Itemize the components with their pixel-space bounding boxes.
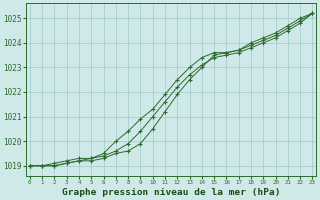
X-axis label: Graphe pression niveau de la mer (hPa): Graphe pression niveau de la mer (hPa) — [62, 188, 280, 197]
